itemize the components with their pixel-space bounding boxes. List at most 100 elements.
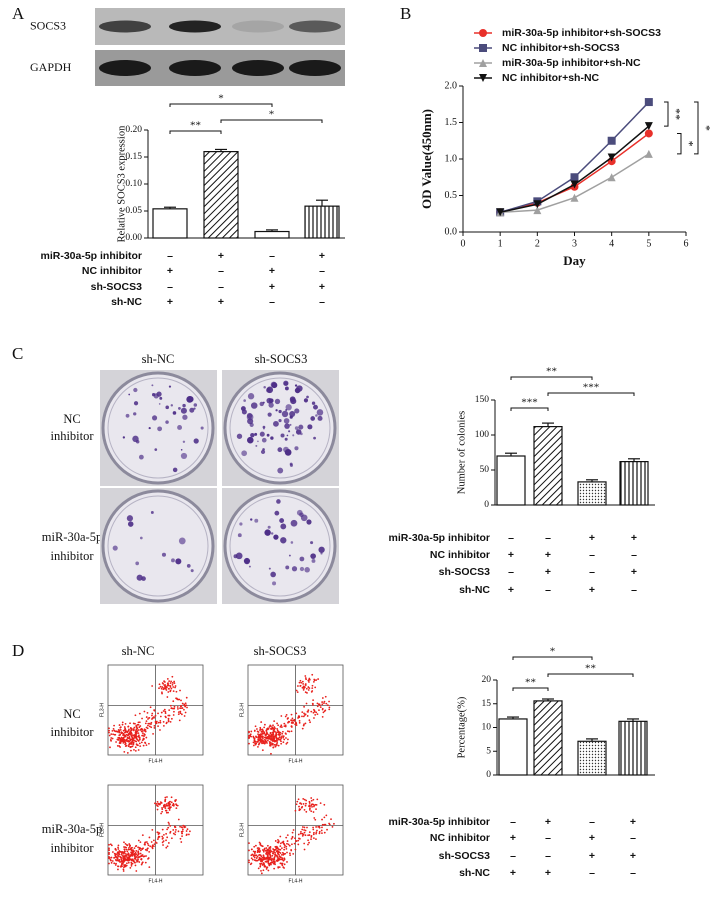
flow-event <box>161 807 163 809</box>
flow-event <box>132 729 135 732</box>
flow-event <box>173 705 176 708</box>
flow-event <box>312 680 315 683</box>
flow-event <box>294 809 297 812</box>
flow-event <box>321 697 324 699</box>
y-tick-label: 0.5 <box>445 190 458 201</box>
flow-event <box>303 686 306 688</box>
colony <box>170 404 174 407</box>
flow-event <box>252 850 255 853</box>
flow-event <box>312 828 315 831</box>
flow-event <box>316 713 319 716</box>
flow-event <box>138 738 141 741</box>
flow-event <box>312 837 315 840</box>
flow-y-label: FL3-H <box>99 703 105 717</box>
flow-event <box>169 682 172 685</box>
flow-event <box>317 703 320 706</box>
flow-event <box>328 700 330 703</box>
flow-event <box>134 722 136 725</box>
flow-event <box>315 826 318 828</box>
flow-event <box>141 861 144 864</box>
flow-event <box>161 692 163 695</box>
flow-event <box>167 719 170 721</box>
flow-event <box>304 829 307 832</box>
flow-event <box>318 830 321 833</box>
flow-event <box>268 737 270 740</box>
flow-event <box>111 737 114 740</box>
flow-event <box>253 729 256 732</box>
flow-event <box>320 829 323 832</box>
flow-event <box>181 832 183 835</box>
colony <box>277 447 283 453</box>
colony <box>284 437 288 441</box>
flow-event <box>134 857 137 859</box>
flow-event <box>151 714 153 717</box>
flow-event <box>330 818 332 821</box>
flow-event <box>276 740 279 742</box>
flow-event <box>189 830 191 833</box>
flow-event <box>139 745 142 748</box>
flow-event <box>276 856 279 858</box>
flow-event <box>323 803 326 806</box>
flow-event <box>312 811 315 813</box>
flow-event <box>314 818 317 821</box>
flow-event <box>321 703 324 706</box>
flow-event <box>285 714 288 716</box>
row-label: NC <box>63 412 80 426</box>
flow-event <box>271 726 274 729</box>
flow-event <box>315 711 318 714</box>
y-axis-label: Percentage(%) <box>456 696 467 758</box>
flow-event <box>138 861 141 863</box>
flow-event <box>308 809 311 811</box>
flow-event <box>259 850 261 852</box>
flow-event <box>151 685 154 687</box>
flow-event <box>174 826 176 829</box>
flow-event <box>131 733 133 735</box>
flow-event <box>315 838 317 841</box>
flow-event <box>167 691 170 693</box>
flow-event <box>321 823 324 826</box>
flow-event <box>163 804 165 807</box>
flow-event <box>323 700 326 703</box>
flow-event <box>178 719 181 722</box>
colony <box>294 387 301 394</box>
flow-event <box>267 858 270 861</box>
flow-event <box>270 858 273 861</box>
condition-sign: – <box>545 532 551 544</box>
flow-event <box>137 852 140 854</box>
condition-sign: + <box>510 832 516 844</box>
bar <box>577 481 607 506</box>
flow-event <box>137 749 140 751</box>
colony <box>300 514 308 522</box>
flow-dots <box>108 675 188 754</box>
colony <box>239 522 243 526</box>
condition-sign: – <box>545 850 551 862</box>
flow-event <box>168 680 171 683</box>
flow-event <box>111 860 114 862</box>
flow-event <box>131 852 134 855</box>
flow-event <box>167 714 170 717</box>
flow-event <box>162 844 164 846</box>
flow-event <box>283 843 286 846</box>
colony <box>175 558 182 565</box>
flow-event <box>315 803 318 806</box>
marker <box>570 180 579 189</box>
flow-event <box>256 847 259 850</box>
flow-event <box>166 796 168 798</box>
marker <box>570 173 579 182</box>
flow-event <box>123 731 126 734</box>
flow-event <box>157 836 160 839</box>
flow-event <box>316 705 319 708</box>
condition-label: NC inhibitor <box>430 832 490 844</box>
flow-event <box>308 841 310 844</box>
flow-event <box>286 861 288 863</box>
flow-event <box>256 859 259 862</box>
flow-event <box>128 858 131 860</box>
flow-event <box>308 834 311 836</box>
colony <box>153 393 159 399</box>
flow-event <box>137 735 139 738</box>
flow-event <box>141 848 144 851</box>
flow-event <box>271 739 274 742</box>
condition-sign: + <box>269 265 275 277</box>
flow-event <box>280 742 283 745</box>
flow-event <box>128 728 130 731</box>
